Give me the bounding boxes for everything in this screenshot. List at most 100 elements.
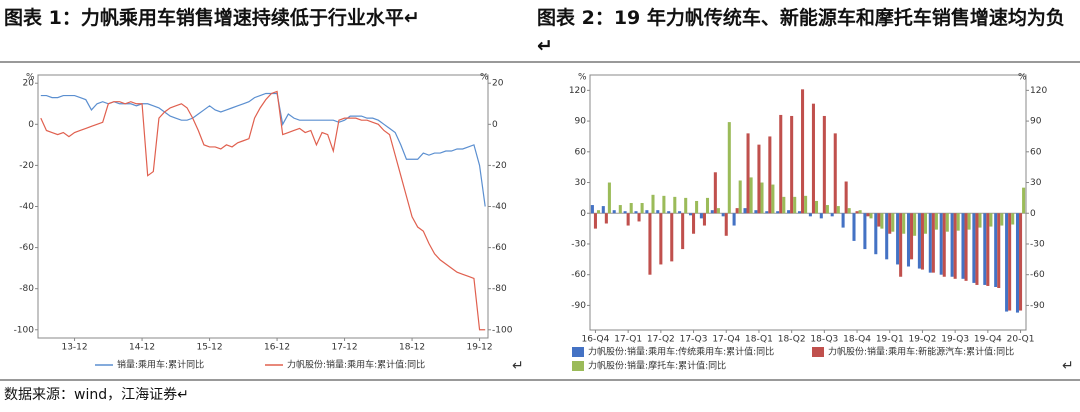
y-tick-label: 90 [575,117,587,127]
x-tick-label: 17-12 [331,343,357,353]
bar [808,213,812,217]
series-line [40,92,486,207]
bar [902,213,906,234]
bar [945,213,949,232]
x-tick-label: 19-Q1 [876,335,904,345]
legend-swatch [812,347,824,357]
x-tick-label: 19-Q2 [909,335,937,345]
bar [716,208,720,214]
bar [855,211,859,214]
y-unit: % [26,73,35,83]
x-tick-label: 18-Q1 [745,335,773,345]
right-title: 图表 2：19 年力帆传统车、新能源车和摩托车销售增速均为负↵ [537,7,1065,57]
bar [804,195,808,214]
x-tick-label: 19-12 [466,343,492,353]
x-tick-label: 15-12 [196,343,222,353]
bar [858,210,862,214]
bar [699,213,703,219]
bar [967,213,971,230]
x-tick-label: 18-Q4 [843,335,871,345]
y-tick-label: -60 [19,243,34,253]
series-line [40,90,486,331]
y2-tick-label: -60 [492,243,507,253]
bar [997,213,1001,289]
bar [899,213,903,277]
bar [934,213,938,230]
bar [888,213,892,234]
x-tick-label: 16-12 [264,343,290,353]
y-tick-label: 0 [580,209,586,219]
bar [942,213,946,277]
bar [928,213,932,273]
y2-unit: % [480,73,489,83]
x-tick-label: 14-12 [129,343,155,353]
bar [760,182,764,214]
y2-tick-label: 120 [1030,86,1047,96]
bar [612,210,616,214]
x-tick-label: 19-Q3 [941,335,969,345]
bar [659,213,663,265]
x-tick-label: 16-Q4 [582,335,610,345]
y-unit: % [578,73,587,83]
bar [866,213,870,217]
legend-label: 力帆股份:销量:乘用车:累计值:同比 [287,359,425,371]
bar [920,213,924,270]
bar [765,211,769,214]
bar [972,213,976,283]
bar [746,133,750,214]
bar [601,206,605,214]
bar [896,213,900,265]
bar [1015,213,1020,313]
bar [869,213,873,219]
bar [637,213,641,222]
bar [656,210,660,214]
bar [830,213,834,217]
y2-tick-label: 60 [1030,147,1042,157]
x-tick-label: 18-12 [399,343,425,353]
y-tick-label: -30 [571,239,586,249]
y2-tick-label: -80 [492,284,507,294]
bar [874,213,878,255]
bar [811,103,815,214]
y2-tick-label: 20 [492,79,504,89]
bar [754,210,758,214]
source-note: 数据来源：wind，江海证券↵ [4,387,189,403]
bar [670,213,674,262]
bar [923,213,928,234]
y2-tick-label: -30 [1030,239,1045,249]
y2-unit: % [1018,73,1027,83]
bar [994,213,998,287]
bar [964,213,968,281]
return-mark: ↵ [1062,358,1074,374]
bar [950,213,954,277]
bar [634,211,638,214]
bar [1022,187,1026,214]
bar [793,196,797,214]
bar [961,213,965,279]
bar [836,206,840,214]
bar [1005,213,1009,312]
bar [910,213,914,260]
y-tick-label: 20 [23,79,35,89]
bar [880,213,884,229]
x-tick-label: 17-Q3 [680,335,708,345]
bar [640,203,644,214]
bar [593,213,597,229]
y2-tick-label: 0 [492,120,498,130]
bar [724,213,728,236]
bar [819,213,823,219]
bar [844,181,848,214]
y-tick-label: -80 [19,284,34,294]
bar [787,210,791,214]
bar [667,211,671,214]
bar [684,197,688,214]
bar [590,205,594,214]
bar [825,205,829,214]
y-tick-label: -100 [14,325,35,335]
legend-label: 销量:乘用车:累计同比 [117,359,204,371]
bar [847,208,851,214]
y-tick-label: -20 [19,161,34,171]
bar [749,177,753,214]
x-tick-label: 17-Q4 [712,335,740,345]
bar [695,200,699,214]
